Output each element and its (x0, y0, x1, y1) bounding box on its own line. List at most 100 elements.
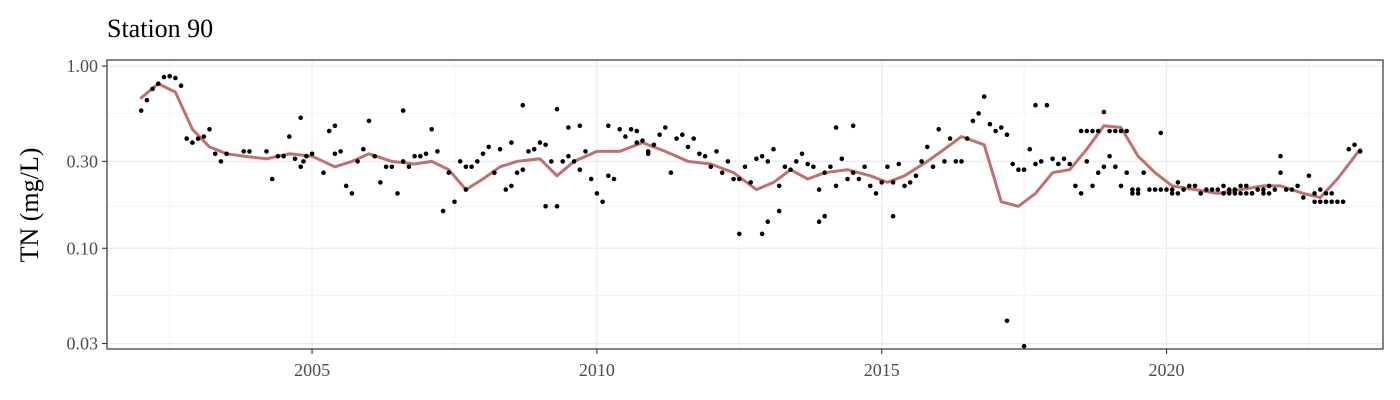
data-point (1318, 187, 1323, 192)
data-point (161, 74, 167, 80)
data-point (383, 164, 389, 170)
data-point (1352, 142, 1357, 148)
data-point (1169, 191, 1175, 196)
data-point (463, 187, 469, 192)
data-point (680, 132, 685, 137)
data-point (156, 81, 161, 86)
data-point (708, 164, 714, 170)
data-point (628, 127, 634, 132)
data-point (799, 151, 805, 157)
data-point (1067, 161, 1072, 167)
data-point (1312, 191, 1317, 196)
data-point (839, 156, 845, 162)
data-point (805, 161, 810, 167)
y-tick-label: 0.30 (67, 151, 99, 171)
data-point (167, 73, 172, 79)
data-point (321, 170, 326, 175)
data-point (1158, 130, 1164, 136)
data-point (1084, 128, 1090, 134)
data-point (640, 138, 645, 143)
data-point (1323, 191, 1329, 196)
data-point (301, 159, 306, 164)
data-point (947, 136, 953, 141)
data-point (514, 170, 520, 175)
data-point (663, 125, 668, 130)
data-point (987, 121, 993, 127)
plot-border (106, 59, 1384, 350)
data-point (759, 153, 765, 159)
data-point (890, 213, 896, 219)
data-point (389, 164, 395, 170)
data-point (298, 115, 304, 121)
data-point (702, 153, 708, 159)
data-point (207, 127, 212, 132)
data-point (1261, 187, 1266, 192)
data-point (976, 111, 981, 116)
chart-title: Station 90 (107, 14, 213, 43)
data-point (794, 159, 799, 164)
data-point (1335, 199, 1340, 205)
data-point (1346, 146, 1352, 152)
data-point (754, 156, 759, 162)
data-point (833, 183, 839, 189)
data-point (1301, 195, 1306, 200)
data-point (1329, 191, 1334, 196)
data-point (224, 151, 229, 157)
data-point (1033, 102, 1038, 108)
data-point (885, 164, 890, 170)
data-point (543, 204, 548, 209)
data-point (674, 136, 679, 141)
data-point (355, 159, 360, 164)
data-point (549, 159, 554, 164)
data-point (531, 146, 537, 152)
data-point (1192, 183, 1198, 189)
data-point (879, 180, 884, 185)
data-point (1027, 146, 1033, 152)
data-point (1107, 153, 1112, 159)
data-point (343, 183, 349, 189)
data-point (349, 191, 355, 196)
data-point (1255, 187, 1260, 192)
data-point (195, 136, 201, 141)
data-point (150, 86, 155, 92)
x-tick-label: 2020 (1149, 360, 1185, 380)
data-point (1198, 191, 1203, 196)
data-point (1312, 199, 1317, 205)
data-point (560, 159, 565, 164)
y-tick-label: 0.03 (67, 334, 99, 354)
data-point (1147, 187, 1152, 192)
data-point (412, 153, 417, 159)
data-point (1318, 199, 1323, 205)
data-point (828, 164, 833, 170)
data-point (1004, 132, 1010, 137)
data-point (594, 191, 600, 196)
data-point (1175, 191, 1181, 196)
data-point (1249, 191, 1255, 196)
data-point (463, 164, 469, 170)
data-point (554, 204, 560, 209)
data-point (269, 176, 275, 182)
data-point (816, 187, 822, 192)
data-point (241, 149, 246, 154)
data-point (287, 134, 292, 139)
data-point (423, 151, 429, 157)
data-point (782, 164, 788, 170)
data-point (486, 144, 492, 150)
data-point (1329, 199, 1334, 205)
data-point (440, 208, 446, 214)
data-point (737, 231, 742, 237)
data-point (457, 159, 463, 164)
x-tick-label: 2015 (864, 360, 900, 380)
data-point (651, 142, 657, 148)
data-point (400, 159, 406, 164)
data-point (1357, 149, 1363, 154)
data-point (1135, 191, 1141, 196)
data-point (292, 156, 298, 162)
grid-major (107, 60, 1383, 349)
data-point (919, 159, 924, 164)
data-point (606, 123, 611, 129)
data-point (930, 164, 936, 170)
data-point (520, 102, 526, 108)
data-point (822, 170, 827, 175)
